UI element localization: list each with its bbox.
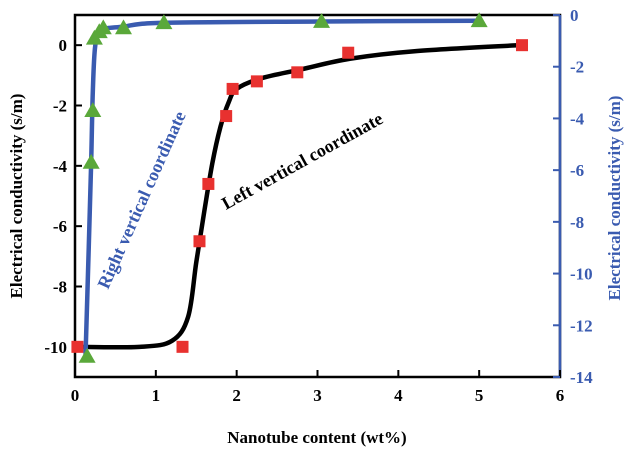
left-y-tick-label-5: -10 — [44, 338, 67, 357]
left-axis-point-9 — [516, 39, 529, 52]
left-y-tick-label-0: 0 — [59, 36, 68, 55]
x-tick-label-6: 6 — [556, 386, 565, 405]
left-axis-series-line — [72, 42, 522, 350]
right-y-tick-label-0: 0 — [570, 6, 579, 25]
axes-layer: 0 1 2 3 4 5 6 0 -2 -4 -6 -8 -10 0 -2 -4 -6 -8 -10 -12 -14 — [44, 6, 593, 405]
left-axis-point-6 — [250, 75, 263, 88]
left-y-tick-label-1: -2 — [53, 97, 67, 116]
right-axis-point-0 — [78, 347, 96, 363]
x-tick-label-0: 0 — [71, 386, 80, 405]
x-tick-label-1: 1 — [152, 386, 161, 405]
x-tick-label-4: 4 — [394, 386, 403, 405]
series-layer — [71, 12, 529, 363]
x-tick-label-5: 5 — [475, 386, 484, 405]
x-tick-label-2: 2 — [232, 386, 241, 405]
right-axis-point-8 — [313, 12, 331, 28]
right-axis-point-2 — [84, 102, 102, 118]
left-axis-point-1 — [176, 340, 189, 353]
annotation-right-vertical-coordinate: Right vertical coordinate — [93, 108, 189, 292]
left-axis-point-0 — [71, 340, 84, 353]
right-y-axis-label: Electrical conductivity (s/m) — [605, 96, 624, 301]
right-axis-point-9 — [470, 12, 488, 28]
annotation-left-vertical-coordinate: Left vertical coordinate — [218, 108, 386, 213]
left-axis-point-2 — [193, 235, 206, 248]
right-axis-point-6 — [115, 19, 132, 35]
left-y-tick-label-4: -8 — [53, 278, 67, 297]
right-axis-point-5 — [94, 19, 112, 35]
x-tick-label-3: 3 — [313, 386, 322, 405]
right-y-tick-label-1: -2 — [570, 58, 584, 77]
right-axis-point-7 — [155, 14, 173, 30]
left-axis-point-8 — [342, 46, 355, 59]
right-y-tick-label-3: -6 — [570, 161, 584, 180]
right-y-tick-label-4: -8 — [570, 213, 584, 232]
right-y-tick-label-2: -4 — [570, 109, 585, 128]
left-y-axis-label: Electrical conductivity (s/m) — [7, 94, 26, 299]
left-y-tick-label-2: -4 — [53, 157, 68, 176]
left-axis-point-3 — [202, 177, 215, 190]
right-y-tick-label-6: -12 — [570, 316, 593, 335]
right-y-tick-label-7: -14 — [570, 368, 593, 387]
left-axis-point-5 — [226, 82, 239, 95]
right-axis-point-1 — [82, 153, 100, 169]
left-y-tick-label-3: -6 — [53, 217, 67, 236]
x-axis-label: Nanotube content (wt%) — [227, 428, 406, 447]
left-axis-point-4 — [220, 110, 233, 123]
left-axis-point-7 — [291, 66, 304, 79]
right-y-tick-label-5: -10 — [570, 265, 593, 284]
